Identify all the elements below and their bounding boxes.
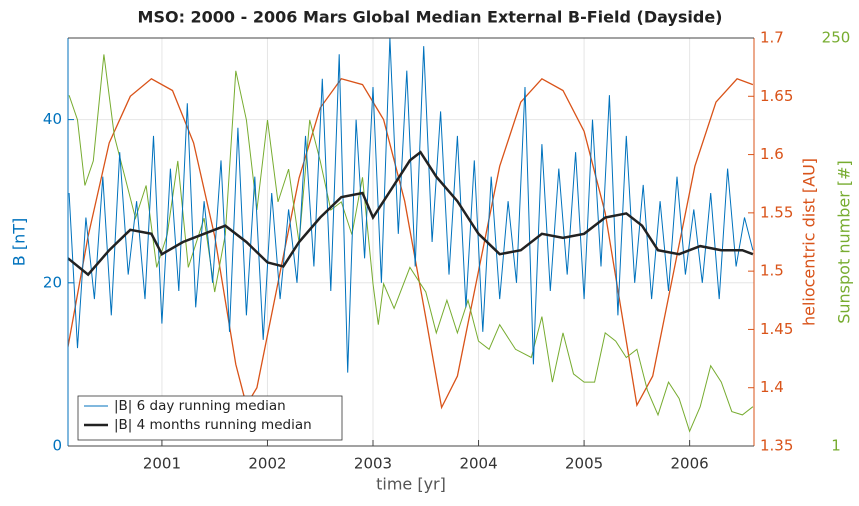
series-line xyxy=(68,54,754,433)
plot-area xyxy=(68,38,754,446)
y3-tick-label: 1 xyxy=(831,437,841,455)
plot-lines xyxy=(68,38,754,433)
legend-label: |B| 4 months running median xyxy=(114,417,312,433)
y2-tick-label: 1.5 xyxy=(760,262,784,280)
x-tick-label: 2002 xyxy=(248,455,286,473)
y2-tick-label: 1.65 xyxy=(760,87,793,105)
x-tick-label: 2006 xyxy=(671,455,709,473)
x-tick-label: 2001 xyxy=(143,455,181,473)
y-tick-label: 40 xyxy=(43,110,62,128)
chart-title: MSO: 2000 - 2006 Mars Global Median Exte… xyxy=(138,8,723,27)
y2-tick-label: 1.4 xyxy=(760,378,784,396)
y2-axis-label: heliocentric dist [AU] xyxy=(800,158,819,326)
y3-axis-label: Sunspot number [#] xyxy=(835,160,854,324)
x-tick-label: 2003 xyxy=(354,455,392,473)
legend-box xyxy=(77,395,343,441)
y-tick-label: 20 xyxy=(43,273,62,291)
x-tick-label: 2005 xyxy=(565,455,603,473)
y2-tick-label: 1.55 xyxy=(760,203,793,221)
y-axis-label: B [nT] xyxy=(10,218,29,266)
y-tick-label: 0 xyxy=(52,437,62,455)
y2-tick-label: 1.6 xyxy=(760,145,784,163)
y3-tick-label: 250 xyxy=(822,29,851,47)
legend-label: |B| 6 day running median xyxy=(114,398,286,414)
series-line xyxy=(68,38,754,373)
y2-tick-label: 1.45 xyxy=(760,320,793,338)
series-line xyxy=(68,150,754,277)
x-tick-label: 2004 xyxy=(459,455,497,473)
x-axis-label: time [yr] xyxy=(376,475,446,494)
y2-tick-label: 1.35 xyxy=(760,437,793,455)
y2-tick-label: 1.7 xyxy=(760,29,784,47)
